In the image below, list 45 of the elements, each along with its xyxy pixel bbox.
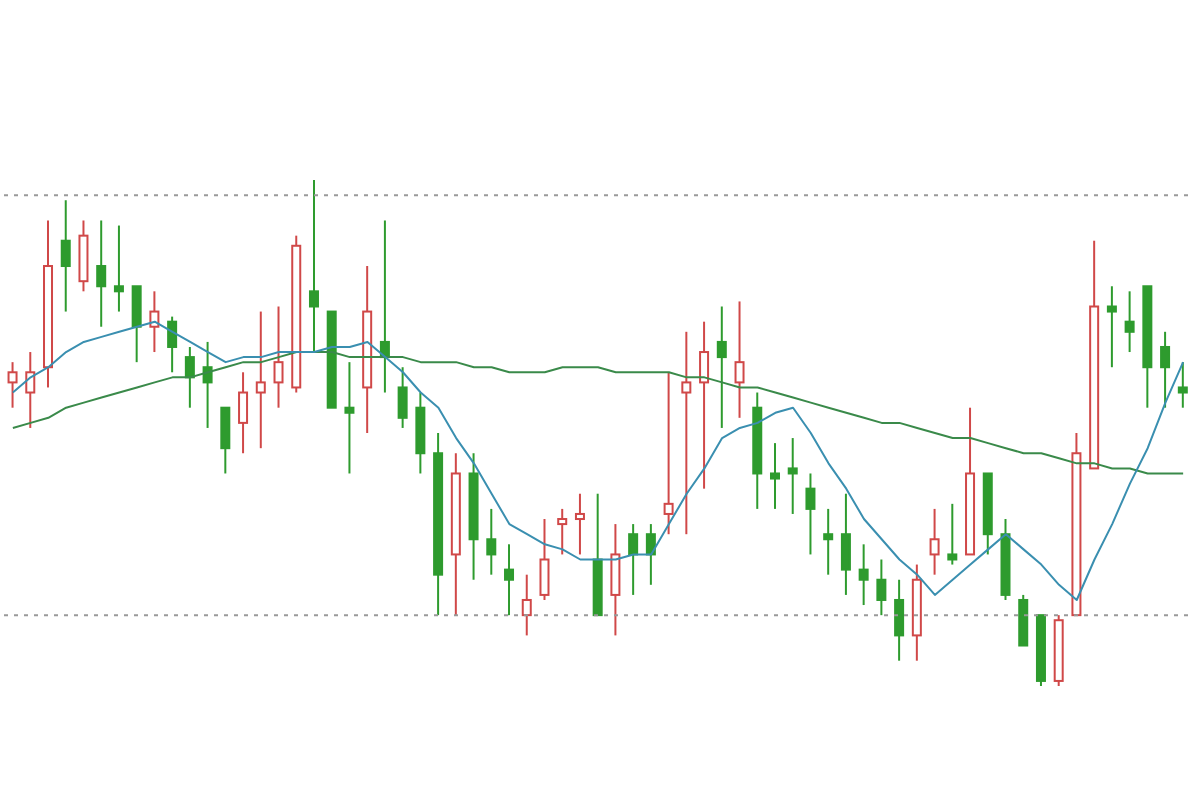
candlestick — [397, 366, 408, 429]
candlestick — [504, 543, 515, 617]
candlestick — [557, 507, 568, 556]
candlestick — [734, 300, 745, 419]
candlestick — [167, 315, 178, 374]
candlestick — [184, 345, 195, 409]
candlestick — [25, 351, 36, 429]
candlestick — [805, 472, 816, 556]
candlestick — [823, 507, 834, 576]
candlestick — [876, 558, 887, 617]
candlestick — [220, 406, 231, 475]
candlestick — [1160, 330, 1171, 409]
candlestick — [131, 285, 142, 364]
candlestick — [273, 305, 284, 409]
candlestick — [929, 507, 940, 576]
candlestick — [113, 224, 124, 313]
candlestick — [716, 305, 727, 429]
candlestick — [787, 437, 798, 515]
candlestick — [1177, 361, 1188, 409]
candlestick — [344, 361, 355, 475]
candlestick — [238, 371, 249, 455]
candlestick — [858, 543, 869, 607]
candlestick — [308, 180, 319, 354]
candlestick — [699, 320, 710, 490]
candlestick — [610, 523, 621, 637]
candlestick — [1124, 290, 1135, 354]
candlestick — [486, 507, 497, 576]
candlestick — [894, 578, 905, 662]
candlestick — [1018, 593, 1029, 647]
candlestick — [521, 573, 532, 637]
candlestick — [574, 492, 585, 556]
candlestick — [769, 442, 780, 510]
candlestick — [96, 219, 107, 328]
candlestick — [840, 492, 851, 596]
candlestick — [60, 199, 71, 313]
candlestick — [7, 361, 18, 409]
candlestick — [681, 330, 692, 536]
candlestick — [628, 523, 639, 596]
candlestick — [947, 502, 958, 566]
candlestick — [78, 219, 89, 293]
candlestick — [663, 371, 674, 536]
candlestick — [1106, 285, 1117, 369]
candlestick — [255, 310, 266, 450]
candlestick — [415, 391, 426, 475]
candlestick — [539, 518, 550, 601]
